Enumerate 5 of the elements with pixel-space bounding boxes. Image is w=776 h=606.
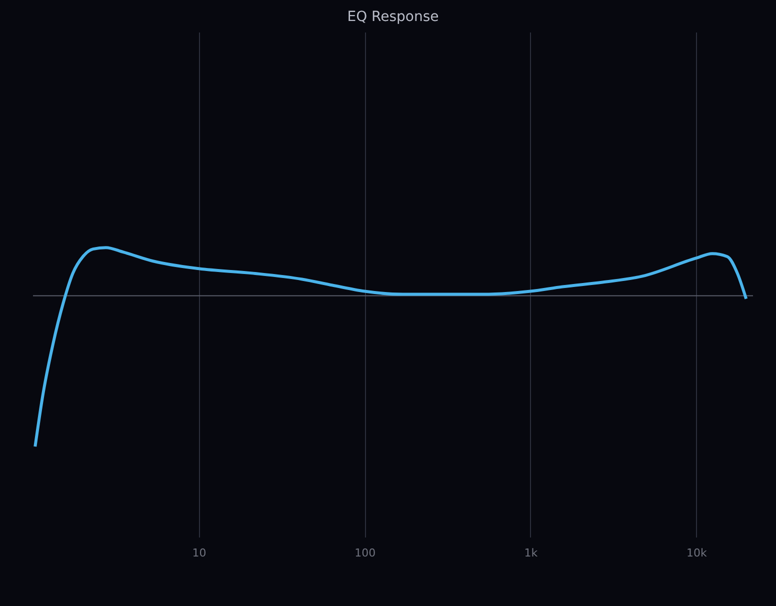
x-tick-label: 10: [192, 546, 206, 560]
x-tick-label: 1k: [524, 546, 538, 560]
x-tick-label: 100: [354, 546, 376, 560]
x-tick-label: 10k: [686, 546, 708, 560]
chart-title: EQ Response: [347, 9, 439, 25]
